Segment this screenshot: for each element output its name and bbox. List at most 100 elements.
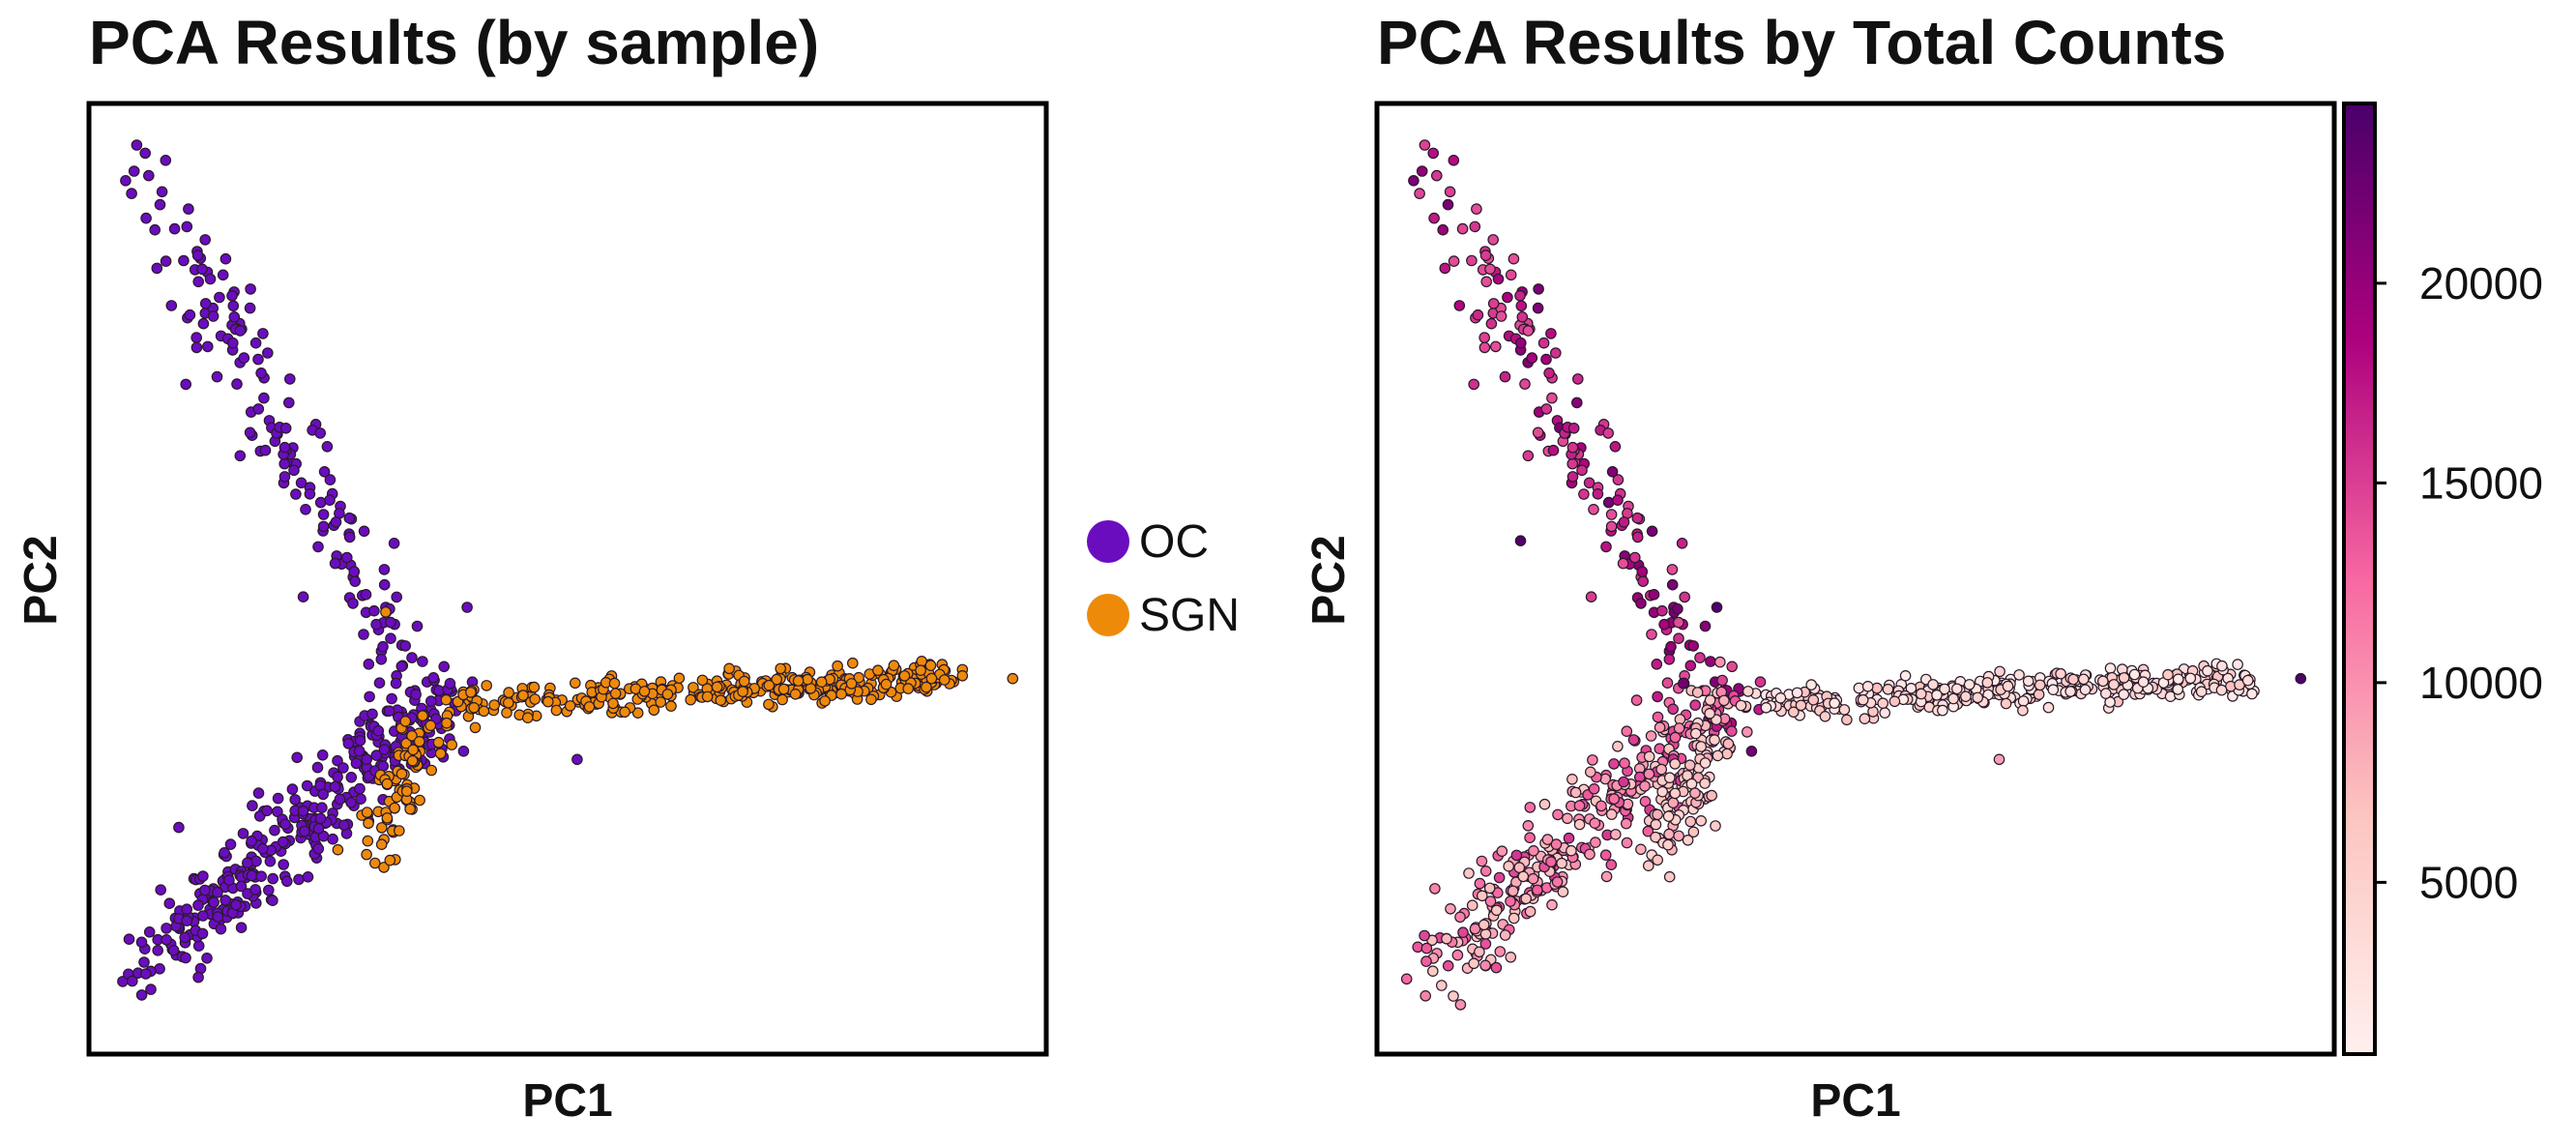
data-point xyxy=(434,748,447,760)
data-point xyxy=(1666,578,1679,591)
data-point xyxy=(1612,740,1624,752)
data-point xyxy=(349,575,361,587)
data-point xyxy=(332,843,344,856)
data-point xyxy=(417,656,428,667)
data-point xyxy=(1516,310,1529,323)
data-point xyxy=(329,557,341,570)
data-point xyxy=(151,262,163,275)
data-point xyxy=(238,352,250,364)
data-point xyxy=(152,944,163,956)
data-point xyxy=(312,842,325,855)
data-point xyxy=(1637,575,1649,587)
data-point xyxy=(330,516,342,528)
data-point xyxy=(1927,679,1939,690)
data-point xyxy=(201,952,213,964)
data-point xyxy=(262,884,275,896)
data-point xyxy=(373,677,386,689)
data-point xyxy=(378,564,391,575)
data-point xyxy=(2118,689,2130,700)
data-point xyxy=(503,687,514,698)
data-point xyxy=(1587,754,1598,766)
data-point xyxy=(244,302,256,314)
data-point xyxy=(638,686,651,697)
data-point xyxy=(1669,787,1682,800)
data-point xyxy=(1861,680,1874,692)
data-point xyxy=(1689,699,1701,711)
data-point xyxy=(1710,820,1721,832)
data-point xyxy=(1550,838,1563,850)
data-point xyxy=(168,222,181,235)
data-point xyxy=(413,735,425,748)
colorbar-tick-label: 20000 xyxy=(2419,258,2543,308)
data-point xyxy=(1499,929,1511,941)
data-point xyxy=(167,944,180,956)
panel1-legend: OC SGN xyxy=(1087,516,1240,641)
data-point xyxy=(1726,661,1738,673)
data-point xyxy=(143,925,156,938)
data-point xyxy=(1494,946,1507,957)
data-point xyxy=(211,370,223,383)
data-point xyxy=(234,450,247,462)
data-point xyxy=(1807,693,1820,706)
data-point xyxy=(872,664,884,676)
data-point xyxy=(1566,844,1577,857)
data-point xyxy=(377,640,389,653)
data-point xyxy=(247,800,258,811)
data-point xyxy=(440,693,453,706)
data-point xyxy=(372,724,385,737)
data-point xyxy=(161,933,172,946)
data-point xyxy=(1795,699,1807,712)
data-point xyxy=(1419,929,1430,942)
data-point xyxy=(358,525,370,538)
data-point xyxy=(257,328,269,339)
data-point xyxy=(1718,694,1730,707)
data-point xyxy=(461,602,473,613)
data-point xyxy=(1629,551,1641,564)
data-point xyxy=(1981,677,1994,689)
data-point xyxy=(230,898,242,911)
data-point xyxy=(1484,263,1496,276)
data-point xyxy=(2128,668,2141,681)
data-point xyxy=(345,771,358,783)
data-point xyxy=(1503,860,1514,872)
data-point xyxy=(337,762,349,774)
data-point xyxy=(1662,838,1674,851)
data-point xyxy=(227,337,239,349)
data-point xyxy=(368,604,380,617)
data-point xyxy=(1566,773,1578,785)
data-point xyxy=(2100,688,2112,699)
data-point xyxy=(202,340,214,353)
data-point xyxy=(380,606,392,618)
data-point xyxy=(1672,602,1683,615)
data-point xyxy=(1588,503,1599,515)
data-point xyxy=(1427,147,1439,160)
data-point xyxy=(789,688,802,700)
data-point xyxy=(607,697,619,710)
data-point xyxy=(1514,289,1526,302)
data-point xyxy=(1960,690,1972,702)
data-point xyxy=(375,822,388,834)
data-point xyxy=(1439,262,1451,275)
data-point xyxy=(256,842,269,855)
panel2-y-axis-label: PC2 xyxy=(1303,535,1355,625)
data-point xyxy=(410,689,422,700)
data-point xyxy=(2047,684,2060,695)
data-point xyxy=(819,695,831,707)
data-point xyxy=(196,263,208,276)
data-point xyxy=(1505,951,1517,963)
data-point xyxy=(1669,758,1681,770)
data-point xyxy=(427,671,440,684)
data-point xyxy=(1552,808,1564,821)
data-point xyxy=(317,509,330,520)
data-point xyxy=(267,895,278,906)
data-point xyxy=(411,620,424,632)
data-point xyxy=(1669,731,1682,744)
data-point xyxy=(1689,727,1702,740)
data-point xyxy=(1663,828,1675,840)
data-point xyxy=(1716,674,1728,687)
data-point xyxy=(2097,675,2109,688)
data-point xyxy=(815,676,828,688)
data-point xyxy=(1722,738,1735,749)
data-point xyxy=(763,698,775,711)
data-point xyxy=(2017,695,2030,707)
